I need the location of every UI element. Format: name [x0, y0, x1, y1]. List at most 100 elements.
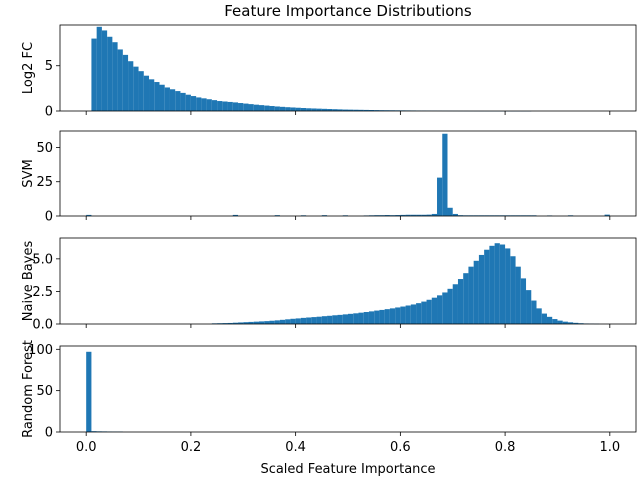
y-tick-label: 0.0	[32, 318, 53, 333]
axes-frame	[59, 130, 637, 217]
histogram-bar	[269, 320, 275, 324]
histogram-bar	[149, 79, 155, 111]
histogram-bar	[363, 109, 369, 111]
histogram-bar	[426, 214, 432, 216]
histogram-bar	[91, 38, 97, 111]
x-tick-label: 0.4	[285, 440, 306, 455]
histogram-bar	[342, 109, 348, 111]
y-axis-label: Random Forest	[21, 340, 36, 438]
histogram-bar	[421, 214, 427, 216]
y-tick-label: 50	[36, 384, 53, 399]
histogram-bar	[384, 215, 390, 216]
histogram-bar	[290, 107, 296, 111]
histogram-bar	[410, 304, 417, 324]
histogram-bar	[227, 322, 233, 324]
y-tick-label: 50	[36, 141, 53, 156]
x-axis-label: Scaled Feature Importance	[260, 462, 435, 477]
histogram-bar	[421, 301, 427, 324]
histogram-bar	[379, 110, 385, 111]
histogram-bar	[358, 312, 364, 324]
histogram-bar	[337, 314, 343, 324]
histogram-bar	[107, 36, 113, 112]
histogram-bar	[86, 214, 92, 216]
histogram-bar	[321, 215, 328, 216]
histogram-bar	[264, 105, 270, 111]
histogram-bar	[473, 260, 479, 324]
histogram-bar	[489, 245, 495, 324]
histogram-bar	[400, 214, 406, 216]
histogram-bar	[206, 99, 212, 111]
histogram-bar	[217, 101, 223, 111]
histogram-bar	[300, 108, 307, 111]
histogram-bar	[368, 110, 375, 111]
histogram-bar	[452, 284, 458, 324]
histogram-bar	[311, 108, 317, 111]
histogram-bar	[368, 311, 375, 324]
y-tick-label: 0	[45, 210, 53, 225]
x-tick-label: 0.0	[76, 440, 97, 455]
histogram-bar	[143, 75, 150, 111]
y-axis-label: Log2 FC	[21, 42, 36, 94]
x-tick-label: 0.6	[390, 440, 411, 455]
x-tick-label: 0.2	[181, 440, 202, 455]
histogram-bar	[452, 213, 458, 216]
histogram-bar	[243, 322, 249, 324]
histogram-bar	[321, 316, 328, 324]
histogram-bar	[557, 320, 563, 324]
histogram-bar	[395, 215, 401, 216]
histogram-bar	[274, 320, 280, 324]
histogram-bar	[400, 306, 406, 324]
histogram-bar	[285, 319, 291, 324]
histogram-bar	[405, 305, 411, 324]
histogram-bar	[478, 254, 485, 324]
histogram-bar	[274, 106, 280, 111]
histogram-bar	[253, 321, 259, 324]
histogram-bar	[536, 308, 542, 324]
histogram-bar	[201, 98, 207, 111]
histogram-bar	[232, 322, 239, 324]
histogram-bar	[379, 309, 385, 324]
histogram-bar	[112, 42, 118, 112]
y-tick-label: 2.5	[32, 285, 53, 300]
histogram-bar	[196, 97, 202, 111]
histogram-bar	[353, 109, 359, 111]
histogram-bar	[91, 431, 97, 432]
histogram-bar	[258, 105, 265, 111]
histogram-bar	[101, 30, 108, 111]
histogram-bar	[295, 107, 301, 111]
histogram-bar	[447, 288, 453, 324]
histogram-bar	[128, 61, 134, 111]
histogram-bar	[306, 108, 312, 111]
y-tick-label: 0	[45, 105, 53, 120]
histogram-bar	[222, 323, 228, 324]
histogram-bar	[154, 82, 160, 111]
histogram-bar	[185, 94, 191, 111]
x-tick-label: 1.0	[599, 440, 620, 455]
histogram-bar	[431, 213, 438, 216]
histogram-bar	[484, 249, 490, 324]
histogram-bar	[604, 214, 610, 216]
histogram-bar	[573, 322, 579, 324]
histogram-bar	[410, 214, 417, 216]
histogram-bar	[327, 109, 333, 111]
histogram-bar	[253, 104, 259, 111]
histogram-bar	[232, 214, 239, 216]
histogram-bar	[180, 92, 186, 111]
histogram-bar	[117, 49, 123, 111]
histogram-bar	[238, 103, 244, 111]
histogram-bar	[447, 207, 453, 216]
histogram-bar	[300, 317, 307, 324]
y-tick-label: 100	[28, 343, 53, 358]
histogram-bar	[520, 278, 527, 324]
y-axis-label: Naive Bayes	[21, 241, 36, 322]
histogram-bar	[248, 104, 254, 111]
histogram-bar	[546, 316, 553, 324]
histogram-bar	[248, 321, 254, 324]
histogram-bar	[279, 106, 286, 111]
histogram-bar	[316, 108, 322, 111]
x-tick-label: 0.8	[495, 440, 516, 455]
